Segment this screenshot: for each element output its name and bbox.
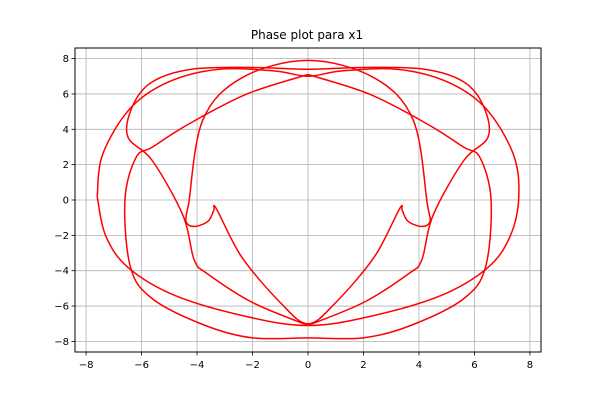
- x-tick-label: −2: [245, 360, 260, 371]
- y-tick-label: 2: [63, 160, 69, 171]
- y-axis: −8 −6 −4 −2 0 2 4 6 8: [54, 54, 75, 348]
- grid: [75, 48, 541, 352]
- x-tick-label: 2: [360, 360, 366, 371]
- x-axis: −8 −6 −4 −2 0 2 4 6 8: [79, 352, 533, 371]
- x-tick-label: 8: [527, 360, 533, 371]
- y-tick-label: −6: [54, 302, 69, 313]
- y-tick-label: 8: [63, 54, 69, 65]
- x-tick-label: −8: [79, 360, 94, 371]
- phase-curve-2: [123, 73, 493, 340]
- y-tick-label: −2: [54, 231, 69, 242]
- chart-title: Phase plot para x1: [251, 28, 363, 42]
- phase-curve-4: [96, 67, 520, 327]
- y-tick-label: −8: [54, 337, 69, 348]
- x-tick-label: 4: [416, 360, 422, 371]
- series-layer: [96, 59, 520, 340]
- y-tick-label: 6: [63, 89, 69, 100]
- phase-curve-1: [125, 66, 491, 327]
- x-tick-label: 6: [471, 360, 477, 371]
- phase-curve-3: [185, 59, 432, 325]
- x-tick-label: 0: [305, 360, 311, 371]
- y-tick-label: 0: [63, 196, 69, 207]
- y-tick-label: 4: [63, 125, 69, 136]
- x-tick-label: −6: [134, 360, 149, 371]
- x-tick-label: −4: [190, 360, 205, 371]
- y-tick-label: −4: [54, 266, 69, 277]
